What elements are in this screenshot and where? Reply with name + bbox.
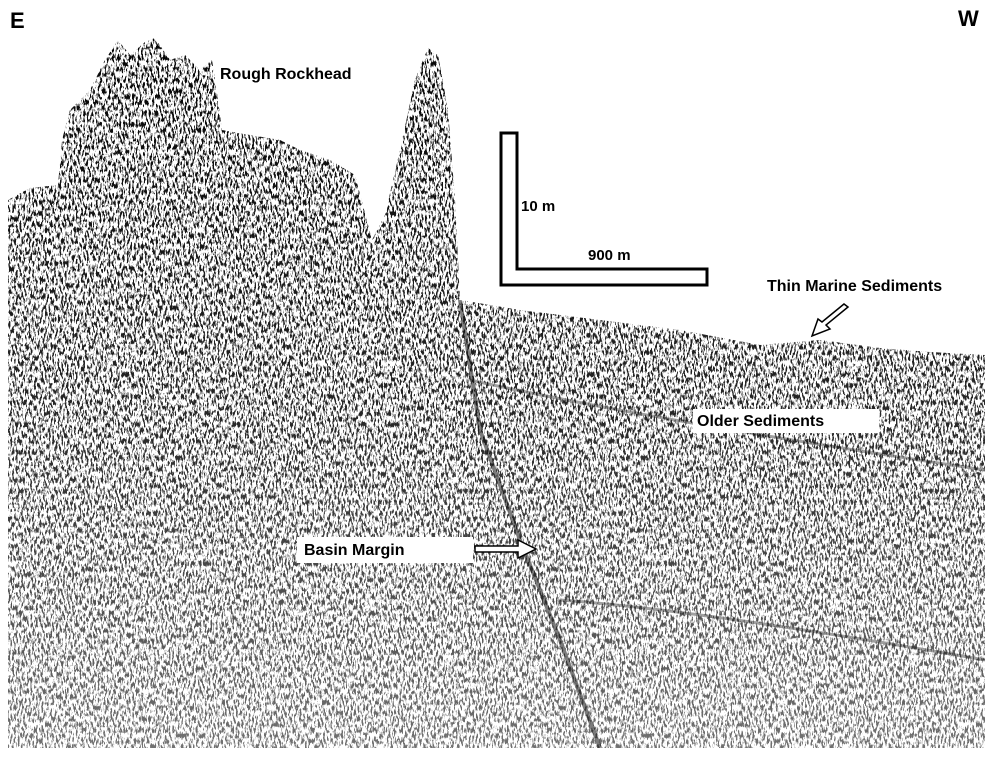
- scale-bar: 10 m 900 m: [501, 133, 707, 285]
- direction-label: W: [958, 6, 979, 31]
- annotation: Older Sediments: [697, 413, 824, 430]
- annotation: Basin Margin: [304, 542, 404, 559]
- annotation: Thin Marine Sediments: [767, 278, 942, 295]
- seismic-section: [0, 0, 997, 754]
- direction-label: E: [10, 8, 25, 33]
- seismic-figure: E W Rough Rockhead 10 m 900 m Thin Marin…: [0, 0, 997, 754]
- scale-label: 900 m: [588, 247, 631, 264]
- arrow: [812, 304, 848, 336]
- scale-label: 10 m: [521, 198, 555, 215]
- annotation: Rough Rockhead: [220, 66, 352, 83]
